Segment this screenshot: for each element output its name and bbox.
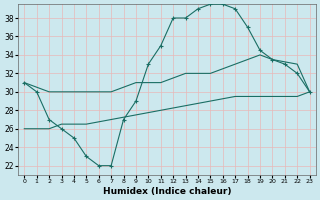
X-axis label: Humidex (Indice chaleur): Humidex (Indice chaleur) bbox=[103, 187, 231, 196]
